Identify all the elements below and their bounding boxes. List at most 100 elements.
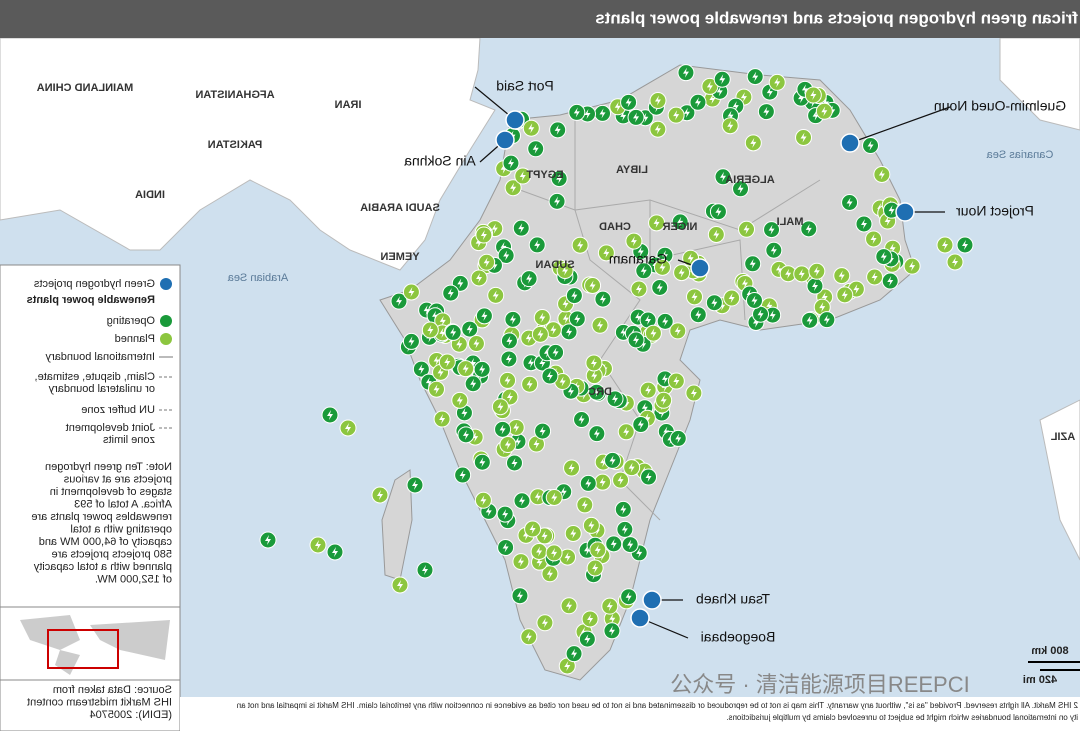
source-line: (EDIN): 2005704 xyxy=(89,709,172,721)
bolt-icon xyxy=(821,106,828,117)
bolt-icon xyxy=(673,376,680,387)
bolt-icon xyxy=(554,124,561,135)
bolt-icon xyxy=(408,336,415,347)
country-label: YEMEN xyxy=(380,251,419,263)
bolt-icon xyxy=(614,101,621,112)
bolt-icon xyxy=(528,123,535,134)
bolt-icon xyxy=(332,547,338,557)
bolt-icon xyxy=(585,478,592,489)
hydrogen-marker xyxy=(895,202,915,222)
bolt-icon xyxy=(841,289,848,300)
legend-label: Green hydrogen projects xyxy=(33,278,155,290)
bolt-icon xyxy=(752,71,759,82)
bolt-icon xyxy=(476,272,483,283)
bolt-icon xyxy=(805,223,812,234)
bolt-icon xyxy=(732,101,739,112)
bolt-icon xyxy=(596,320,603,331)
bolt-icon xyxy=(564,552,571,563)
bolt-icon xyxy=(610,538,617,549)
bolt-icon xyxy=(472,432,479,443)
bolt-icon xyxy=(505,353,512,364)
country-label: NIGER xyxy=(663,221,698,233)
bolt-icon xyxy=(728,293,735,304)
legend-icon xyxy=(160,278,172,290)
project-label: Ain Sokhna xyxy=(404,153,476,169)
bolt-icon xyxy=(763,106,770,117)
bolt-icon xyxy=(546,568,553,579)
bolt-icon xyxy=(571,648,578,659)
bolt-icon xyxy=(519,171,526,182)
bolt-icon xyxy=(774,77,781,88)
hydrogen-marker xyxy=(690,258,710,278)
bolt-icon xyxy=(599,108,606,119)
bolt-icon xyxy=(593,428,600,439)
legend-label: Renewable power plants xyxy=(27,294,155,306)
note-line: stages of development in xyxy=(50,486,172,498)
bolt-icon xyxy=(720,171,727,182)
bolt-icon xyxy=(526,273,533,284)
bolt-icon xyxy=(716,86,723,97)
sea-label: Canarias Sea xyxy=(986,149,1054,161)
bolt-icon xyxy=(620,504,627,515)
note-line: planned with a total capacity xyxy=(33,561,172,573)
bolt-icon xyxy=(645,385,652,396)
country-label: SAUDI ARABIA xyxy=(360,202,440,214)
bolt-icon xyxy=(656,282,663,293)
bolt-icon xyxy=(711,297,718,308)
bolt-icon xyxy=(641,402,648,413)
bolt-icon xyxy=(529,524,536,535)
bolt-icon xyxy=(609,613,616,624)
source-box xyxy=(0,679,181,731)
bolt-icon xyxy=(645,472,652,483)
bolt-icon xyxy=(633,334,640,345)
bolt-icon xyxy=(562,265,569,276)
bolt-icon xyxy=(568,463,575,474)
bolt-icon xyxy=(485,506,492,517)
bolt-icon xyxy=(433,355,440,366)
bolt-icon xyxy=(470,358,477,369)
bolt-icon xyxy=(625,97,632,108)
bolt-icon xyxy=(591,370,598,381)
bolt-icon xyxy=(480,230,487,241)
bolt-icon xyxy=(695,309,702,320)
bolt-icon xyxy=(500,241,507,252)
bolt-icon xyxy=(574,313,581,324)
sea-label: Arabian Sea xyxy=(227,272,288,284)
country-label: DRC xyxy=(588,386,612,398)
bolt-icon xyxy=(536,557,543,568)
bolt-icon xyxy=(327,410,333,420)
bolt-icon xyxy=(888,205,895,216)
bolt-icon xyxy=(880,251,887,262)
bolt-icon xyxy=(813,266,820,277)
bolt-icon xyxy=(675,433,682,444)
bolt-icon xyxy=(539,357,546,368)
bolt-icon xyxy=(522,530,529,541)
scale-label: 420 mi xyxy=(1023,674,1057,686)
legend-label: Claim, dispute, estimate, xyxy=(35,371,155,383)
bolt-icon xyxy=(593,387,600,398)
bolt-icon xyxy=(627,539,634,550)
bolt-icon xyxy=(584,545,591,556)
bolt-icon xyxy=(516,590,523,601)
bolt-icon xyxy=(823,314,830,325)
bolt-icon xyxy=(479,457,486,468)
bolt-icon xyxy=(811,281,818,292)
project-label: Tsau Khaeb xyxy=(696,591,770,607)
bolt-icon xyxy=(437,367,444,378)
bolt-icon xyxy=(546,371,553,382)
bolt-icon xyxy=(798,268,805,279)
bolt-icon xyxy=(551,492,558,503)
bolt-icon xyxy=(377,490,383,500)
bolt-icon xyxy=(884,216,891,227)
bolt-icon xyxy=(481,310,488,321)
bolt-icon xyxy=(637,246,644,257)
bolt-icon xyxy=(480,495,487,506)
bolt-icon xyxy=(566,326,573,337)
hydrogen-marker xyxy=(630,608,650,628)
bolt-icon xyxy=(749,258,756,269)
bolt-icon xyxy=(502,509,509,520)
bolt-icon xyxy=(497,401,504,412)
bolt-icon xyxy=(727,120,734,131)
country-label: MAINLAND CHINA xyxy=(37,82,134,94)
project-label: Garanam xyxy=(609,251,667,267)
